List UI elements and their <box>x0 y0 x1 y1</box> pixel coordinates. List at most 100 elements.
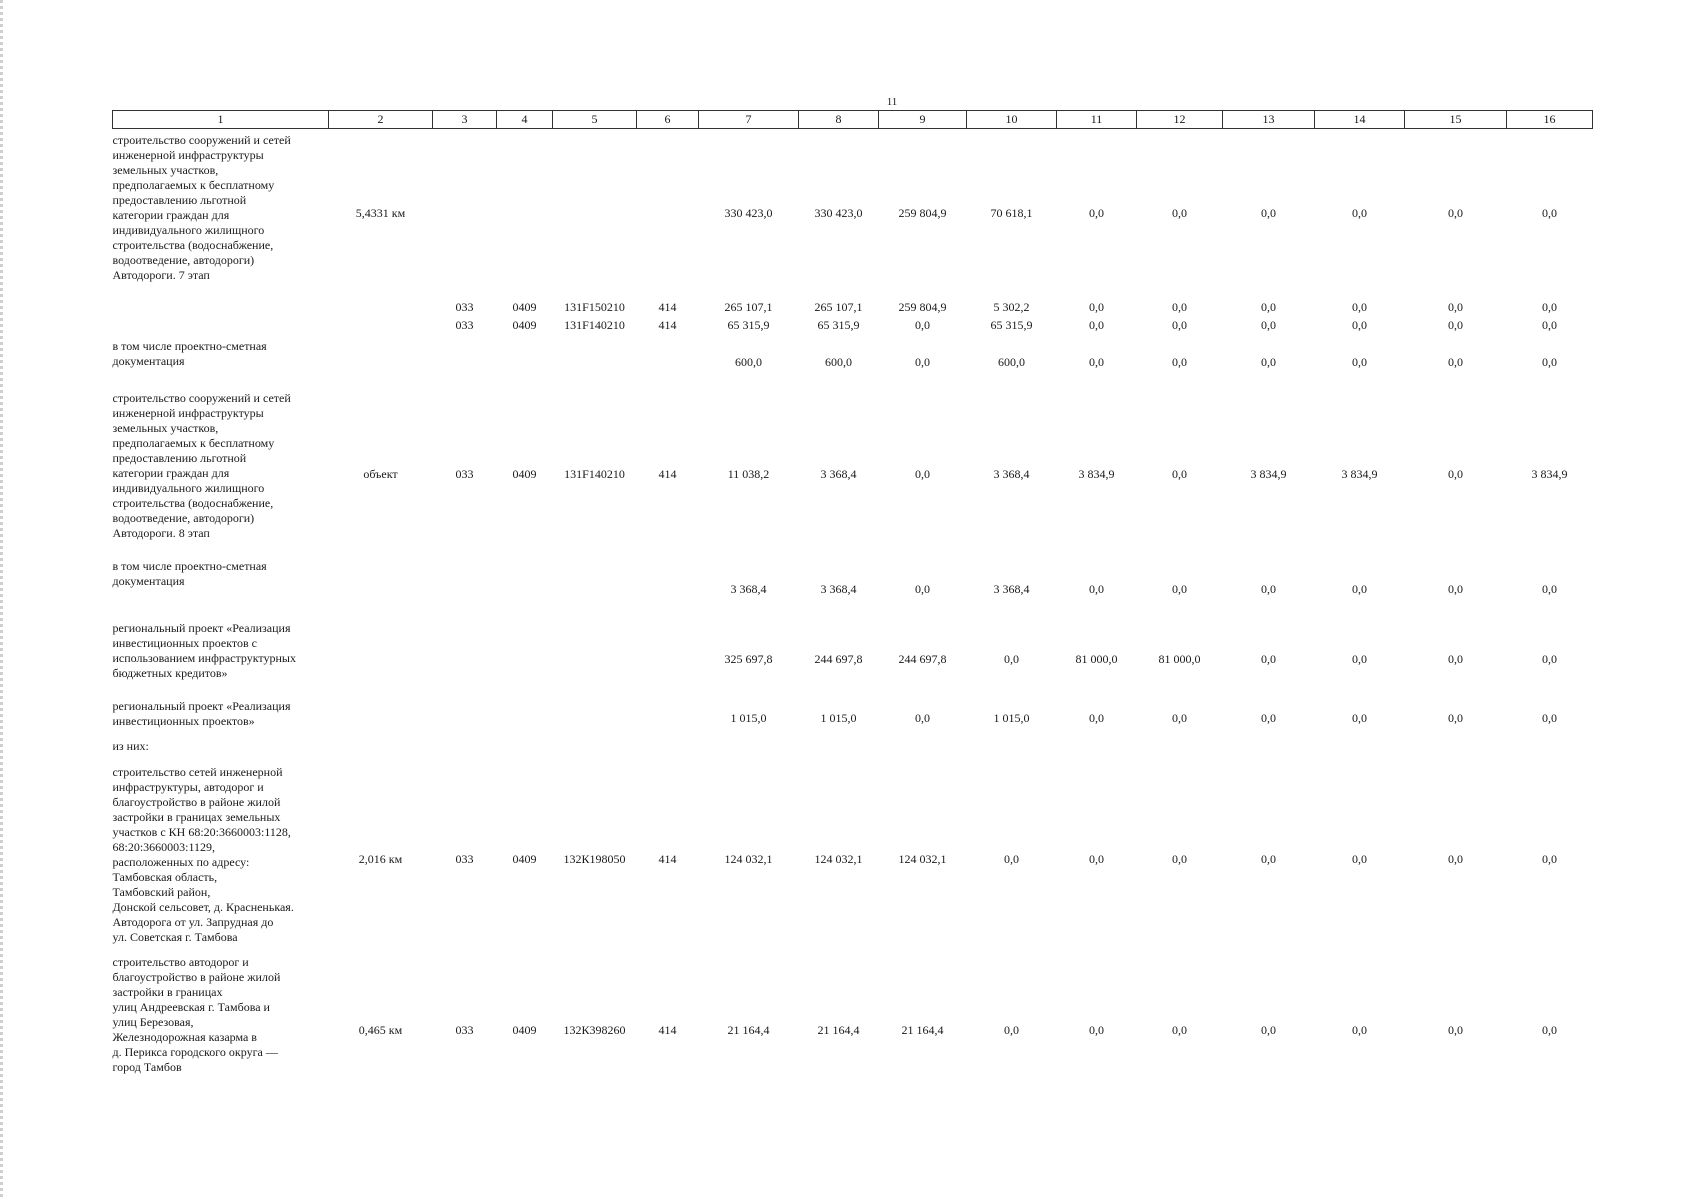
cell-col-12: 0,0 <box>1172 300 1187 314</box>
cell-col-10 <box>967 739 1057 765</box>
cell-col-10: 600,0 <box>998 355 1025 369</box>
cell-col-6: 414 <box>658 467 677 481</box>
table-row: строительство сетей инженерной инфрастру… <box>113 765 1593 955</box>
cell-col-10: 3 368,4 <box>993 467 1030 481</box>
column-header: 16 <box>1506 110 1593 129</box>
cell-col-12: 0,0 <box>1172 467 1187 481</box>
column-header: 14 <box>1314 110 1405 129</box>
cell-col-7 <box>699 739 799 765</box>
cell-col-16 <box>1507 739 1593 765</box>
cell-col-8: 124 032,1 <box>814 852 863 866</box>
table-row: из них: <box>113 739 1593 765</box>
cell-col-11: 0,0 <box>1089 318 1104 332</box>
cell-col-13 <box>1223 739 1315 765</box>
cell-col-6: 414 <box>658 300 677 314</box>
cell-col-4 <box>497 129 553 299</box>
budget-table: 1 2 3 4 5 6 7 8 9 10 11 12 13 14 15 16 с… <box>112 110 1593 1107</box>
cell-col-2 <box>329 559 433 621</box>
cell-col-15: 0,0 <box>1448 355 1463 369</box>
cell-col-8: 244 697,8 <box>814 652 863 666</box>
cell-col-15: 0,0 <box>1448 300 1463 314</box>
cell-col-10: 1 015,0 <box>993 711 1030 725</box>
cell-col-2 <box>329 739 433 765</box>
cell-col-5: 132К398260 <box>563 1023 626 1037</box>
column-header: 10 <box>966 110 1057 129</box>
cell-col-16: 0,0 <box>1542 1023 1557 1037</box>
table-row: региональный проект «Реализация инвестиц… <box>113 621 1593 699</box>
cell-col-3: 033 <box>455 852 474 866</box>
row-name-cell: в том числе проектно-сметная документаци… <box>112 338 267 368</box>
cell-col-11: 0,0 <box>1089 355 1104 369</box>
cell-col-11 <box>1057 739 1137 765</box>
row-name-cell: строительство сооружений и сетей инженер… <box>112 133 291 282</box>
cell-col-9: 0,0 <box>915 711 930 725</box>
cell-col-9: 0,0 <box>915 355 930 369</box>
cell-col-6: 414 <box>658 852 677 866</box>
column-header: 1 <box>112 110 329 129</box>
cell-col-6: 414 <box>658 1023 677 1037</box>
cell-col-14: 0,0 <box>1352 711 1367 725</box>
cell-col-14: 3 834,9 <box>1341 467 1378 481</box>
cell-col-15: 0,0 <box>1448 1023 1463 1037</box>
cell-col-12: 0,0 <box>1172 582 1187 596</box>
cell-col-8: 1 015,0 <box>820 711 857 725</box>
cell-col-3: 033 <box>455 1023 474 1037</box>
cell-col-11: 0,0 <box>1089 206 1104 221</box>
cell-col-14: 0,0 <box>1352 1023 1367 1037</box>
cell-col-4: 0409 <box>512 852 537 866</box>
cell-col-16: 0,0 <box>1542 711 1557 725</box>
cell-col-9 <box>879 739 967 765</box>
cell-col-4: 0409 <box>512 318 537 332</box>
cell-col-5: 132К198050 <box>563 852 626 866</box>
cell-col-11: 3 834,9 <box>1078 467 1115 481</box>
cell-col-3: 033 <box>455 318 474 332</box>
row-name-cell: региональный проект «Реализация инвестиц… <box>112 698 291 728</box>
cell-col-13: 0,0 <box>1261 206 1276 221</box>
scan-edge-decoration <box>0 0 3 1200</box>
cell-col-13: 3 834,9 <box>1250 467 1287 481</box>
cell-col-14: 0,0 <box>1352 852 1367 866</box>
cell-col-10: 3 368,4 <box>993 582 1030 596</box>
cell-col-8: 600,0 <box>825 355 852 369</box>
cell-col-13: 0,0 <box>1261 1023 1276 1037</box>
cell-col-11: 81 000,0 <box>1075 652 1118 666</box>
cell-col-5: 131F140210 <box>564 318 625 332</box>
cell-col-16: 3 834,9 <box>1531 467 1568 481</box>
column-header: 13 <box>1222 110 1315 129</box>
table-row: региональный проект «Реализация инвестиц… <box>113 699 1593 739</box>
table-row: строительство автодорог и благоустройств… <box>113 955 1593 1107</box>
cell-col-15: 0,0 <box>1448 318 1463 332</box>
cell-col-8: 330 423,0 <box>814 206 863 221</box>
cell-col-13: 0,0 <box>1261 318 1276 332</box>
column-header: 8 <box>798 110 879 129</box>
column-header: 9 <box>878 110 967 129</box>
cell-col-7: 265 107,1 <box>724 300 773 314</box>
cell-col-11: 0,0 <box>1089 852 1104 866</box>
cell-col-10: 0,0 <box>1004 652 1019 666</box>
cell-col-16: 0,0 <box>1542 355 1557 369</box>
cell-col-16: 0,0 <box>1542 852 1557 866</box>
cell-col-2: 5,4331 км <box>355 206 406 221</box>
cell-col-8: 65 315,9 <box>817 318 860 332</box>
cell-col-13: 0,0 <box>1261 355 1276 369</box>
cell-col-12: 81 000,0 <box>1158 652 1201 666</box>
cell-col-15 <box>1405 739 1507 765</box>
cell-col-15: 0,0 <box>1448 652 1463 666</box>
cell-col-4 <box>497 335 553 391</box>
cell-col-9: 244 697,8 <box>898 652 947 666</box>
table-row: в том числе проектно-сметная документаци… <box>113 335 1593 391</box>
cell-col-10: 0,0 <box>1004 852 1019 866</box>
cell-col-10: 0,0 <box>1004 1023 1019 1037</box>
row-name-cell: региональный проект «Реализация инвестиц… <box>112 620 297 680</box>
cell-col-16: 0,0 <box>1542 300 1557 314</box>
cell-col-10: 70 618,1 <box>990 206 1033 221</box>
cell-col-7: 3 368,4 <box>730 582 767 596</box>
cell-col-15: 0,0 <box>1448 582 1463 596</box>
column-header: 4 <box>496 110 553 129</box>
table-row: 033 0409 131F140210 414 65 315,9 65 315,9 0,0 6… <box>113 317 1593 335</box>
cell-col-6 <box>637 129 699 299</box>
cell-col-12: 0,0 <box>1172 1023 1187 1037</box>
column-header: 3 <box>432 110 497 129</box>
cell-col-5 <box>553 559 637 621</box>
cell-col-16: 0,0 <box>1542 582 1557 596</box>
